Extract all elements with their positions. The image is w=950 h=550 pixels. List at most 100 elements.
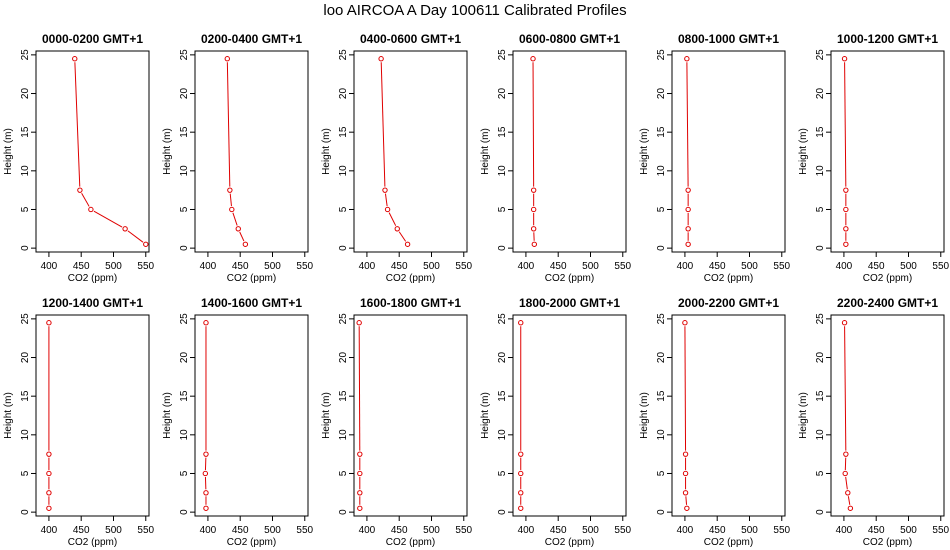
x-tick-label: 400 xyxy=(200,261,217,272)
y-tick-label: 0 xyxy=(656,509,667,515)
y-tick-label: 25 xyxy=(20,49,31,61)
x-tick-label: 550 xyxy=(614,261,631,272)
x-axis-label: CO2 (ppm) xyxy=(227,273,276,284)
profile-panel: 0600-0800 GMT+1 400 450 500 550 0 5 10 15 20 25 CO2… xyxy=(480,32,632,284)
data-point xyxy=(357,505,363,511)
y-tick-label: 20 xyxy=(20,88,31,100)
data-point xyxy=(203,451,209,457)
x-tick-label: 450 xyxy=(709,525,726,536)
x-tick-label: 400 xyxy=(359,525,376,536)
data-point xyxy=(143,241,149,247)
x-axis-label: CO2 (ppm) xyxy=(68,273,117,284)
data-point xyxy=(682,470,689,477)
plot-frame xyxy=(830,50,945,253)
y-tick-label: 15 xyxy=(497,390,508,402)
y-tick-label: 0 xyxy=(20,509,31,515)
x-tick-label: 500 xyxy=(900,261,917,272)
x-axis-label: CO2 (ppm) xyxy=(68,537,117,548)
profile-panel: 1800-2000 GMT+1 400 450 500 550 0 5 10 15 20 25 CO2… xyxy=(480,296,632,548)
data-point xyxy=(685,206,691,213)
data-point xyxy=(122,226,128,232)
y-axis-label: Height (m) xyxy=(321,128,332,175)
x-axis-label: CO2 (ppm) xyxy=(704,537,753,548)
series-line-segment xyxy=(844,62,847,187)
y-tick-label: 15 xyxy=(815,390,826,402)
profile-panel: 0400-0600 GMT+1 400 450 500 550 0 5 10 15 20 25 CO2… xyxy=(321,32,473,284)
data-point xyxy=(841,56,848,62)
y-tick-label: 0 xyxy=(20,245,31,251)
series-line-segment xyxy=(232,212,238,226)
data-point xyxy=(357,451,363,457)
y-tick-label: 5 xyxy=(497,206,508,212)
data-point xyxy=(847,505,854,511)
y-tick-label: 20 xyxy=(338,88,349,100)
data-point xyxy=(530,206,537,213)
y-tick-label: 0 xyxy=(338,509,349,515)
panel-title: 0600-0800 GMT+1 xyxy=(519,32,620,46)
y-axis-label: Height (m) xyxy=(639,392,650,439)
data-point xyxy=(685,241,691,247)
y-tick-label: 5 xyxy=(179,470,190,476)
y-tick-label: 10 xyxy=(815,165,826,177)
series-line-segment xyxy=(358,326,361,451)
x-tick-label: 550 xyxy=(455,525,472,536)
plot-frame xyxy=(512,50,627,253)
series-line-segment xyxy=(685,496,688,505)
series-line-segment xyxy=(532,62,535,187)
data-point xyxy=(518,505,524,511)
y-tick-label: 25 xyxy=(815,313,826,325)
data-point xyxy=(682,320,688,326)
series-line-segment xyxy=(81,192,90,207)
profile-panel: 1400-1600 GMT+1 400 450 500 550 0 5 10 15 20 25 CO2… xyxy=(162,296,314,548)
y-tick-label: 25 xyxy=(815,49,826,61)
y-tick-label: 10 xyxy=(656,429,667,441)
x-tick-label: 550 xyxy=(614,525,631,536)
x-tick-label: 400 xyxy=(41,261,58,272)
plot-frame xyxy=(830,314,945,517)
y-tick-label: 25 xyxy=(497,49,508,61)
x-tick-label: 450 xyxy=(73,261,90,272)
y-tick-label: 0 xyxy=(815,509,826,515)
data-point xyxy=(682,451,689,457)
y-axis-label: Height (m) xyxy=(321,392,332,439)
y-tick-label: 10 xyxy=(497,165,508,177)
y-tick-label: 25 xyxy=(20,313,31,325)
x-tick-label: 550 xyxy=(137,525,154,536)
y-tick-label: 0 xyxy=(179,245,190,251)
data-point xyxy=(227,187,233,193)
data-point xyxy=(242,241,249,247)
x-tick-label: 500 xyxy=(582,525,599,536)
y-tick-label: 20 xyxy=(497,88,508,100)
x-tick-label: 550 xyxy=(773,525,790,536)
plot-frame xyxy=(194,50,309,253)
series-line-segment xyxy=(239,231,245,242)
x-tick-label: 400 xyxy=(359,261,376,272)
y-axis-label: Height (m) xyxy=(162,128,173,175)
x-tick-label: 550 xyxy=(932,261,949,272)
panel-title: 0200-0400 GMT+1 xyxy=(201,32,302,46)
y-axis-label: Height (m) xyxy=(639,128,650,175)
data-point xyxy=(843,451,849,457)
x-tick-label: 500 xyxy=(741,525,758,536)
data-point xyxy=(378,56,384,62)
x-tick-label: 400 xyxy=(677,525,694,536)
x-tick-label: 450 xyxy=(391,525,408,536)
y-tick-label: 25 xyxy=(338,49,349,61)
x-tick-label: 500 xyxy=(900,525,917,536)
plot-frame xyxy=(671,50,786,253)
data-point xyxy=(518,320,524,326)
data-point xyxy=(530,226,537,232)
data-point xyxy=(382,187,388,193)
series-line-segment xyxy=(847,496,851,505)
y-tick-label: 5 xyxy=(20,206,31,212)
y-axis-label: Height (m) xyxy=(162,392,173,439)
y-tick-label: 25 xyxy=(179,49,190,61)
x-tick-label: 500 xyxy=(582,261,599,272)
y-axis-label: Height (m) xyxy=(480,392,491,439)
series-line-segment xyxy=(127,230,144,243)
y-tick-label: 15 xyxy=(179,390,190,402)
panel-title: 1400-1600 GMT+1 xyxy=(201,296,302,310)
x-tick-label: 400 xyxy=(836,261,853,272)
y-tick-label: 15 xyxy=(20,126,31,138)
